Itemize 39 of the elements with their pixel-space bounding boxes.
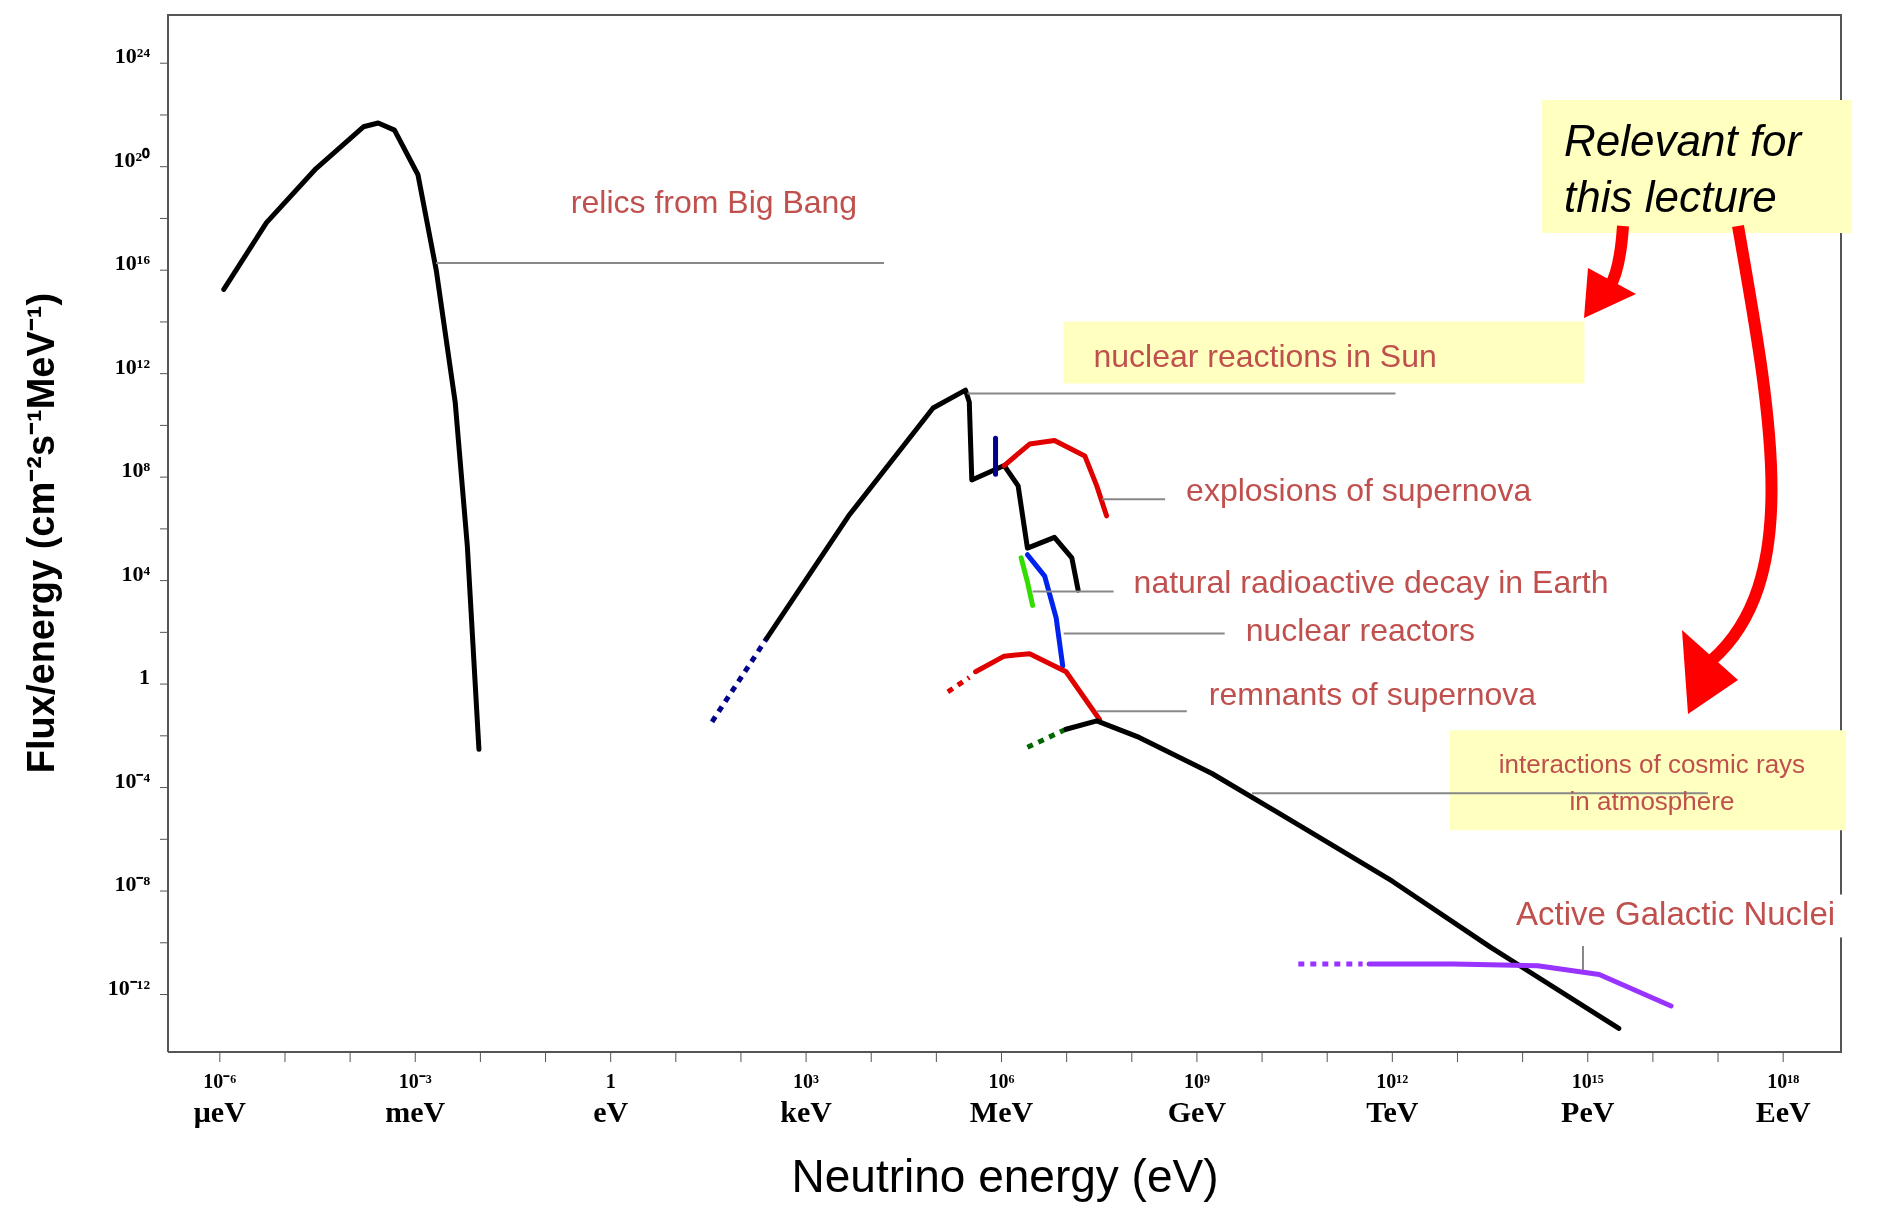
y-tick-label: 10⁸ bbox=[121, 457, 151, 483]
x-tick-label: 1 bbox=[605, 1070, 616, 1092]
x-axis-title: Neutrino energy (eV) bbox=[791, 1150, 1219, 1202]
y-tick-label: 10⁻⁴ bbox=[114, 767, 151, 793]
text: meV bbox=[385, 1095, 446, 1128]
annotation: nuclear reactors bbox=[1245, 611, 1476, 648]
y-tick-label: 10⁻⁸ bbox=[114, 871, 151, 897]
y-tick-label: 1 bbox=[139, 664, 150, 690]
y-tick-label: 10⁻¹² bbox=[107, 974, 151, 1000]
x-tick-label: 10⁻⁶ bbox=[203, 1070, 237, 1092]
x-tick-label: 10⁹ bbox=[1183, 1070, 1210, 1092]
x-tick-label: 10¹⁸ bbox=[1767, 1070, 1800, 1092]
y-tick-label: 10¹⁶ bbox=[114, 250, 151, 276]
annotation: explosions of supernova bbox=[1186, 472, 1532, 509]
y-tick-label: 10²⁰ bbox=[113, 146, 150, 172]
annotation: remnants of supernova bbox=[1208, 676, 1537, 713]
annotation: nuclear reactions in Sun bbox=[1093, 338, 1437, 375]
annotation: relics from Big Bang bbox=[570, 184, 858, 221]
y-tick-label: 10⁴ bbox=[121, 560, 151, 586]
text: MeV bbox=[969, 1095, 1034, 1128]
y-axis-title: Flux/energy (cm⁻²s⁻¹MeV⁻¹) bbox=[20, 292, 62, 774]
y-tick-label: 10²⁴ bbox=[114, 43, 151, 69]
x-tick-label: 10¹² bbox=[1376, 1070, 1409, 1092]
text: TeV bbox=[1366, 1095, 1419, 1128]
text: GeV bbox=[1167, 1095, 1227, 1128]
annotation: interactions of cosmic rays in atmosphere bbox=[1498, 749, 1806, 817]
text: eV bbox=[593, 1095, 629, 1128]
x-tick-label: 10¹⁵ bbox=[1571, 1070, 1604, 1092]
text: keV bbox=[780, 1095, 833, 1128]
annotation: natural radioactive decay in Earth bbox=[1133, 564, 1609, 601]
x-tick-label: 10³ bbox=[793, 1070, 820, 1092]
text: EeV bbox=[1755, 1095, 1811, 1128]
text: μeV bbox=[193, 1095, 247, 1128]
x-tick-label: 10⁻³ bbox=[398, 1070, 432, 1092]
text: PeV bbox=[1561, 1095, 1615, 1128]
y-tick-label: 10¹² bbox=[114, 353, 151, 379]
annotation: Relevant for this lecture bbox=[1564, 116, 1804, 221]
annotation: Active Galactic Nuclei bbox=[1516, 894, 1836, 932]
x-tick-label: 10⁶ bbox=[988, 1070, 1015, 1092]
